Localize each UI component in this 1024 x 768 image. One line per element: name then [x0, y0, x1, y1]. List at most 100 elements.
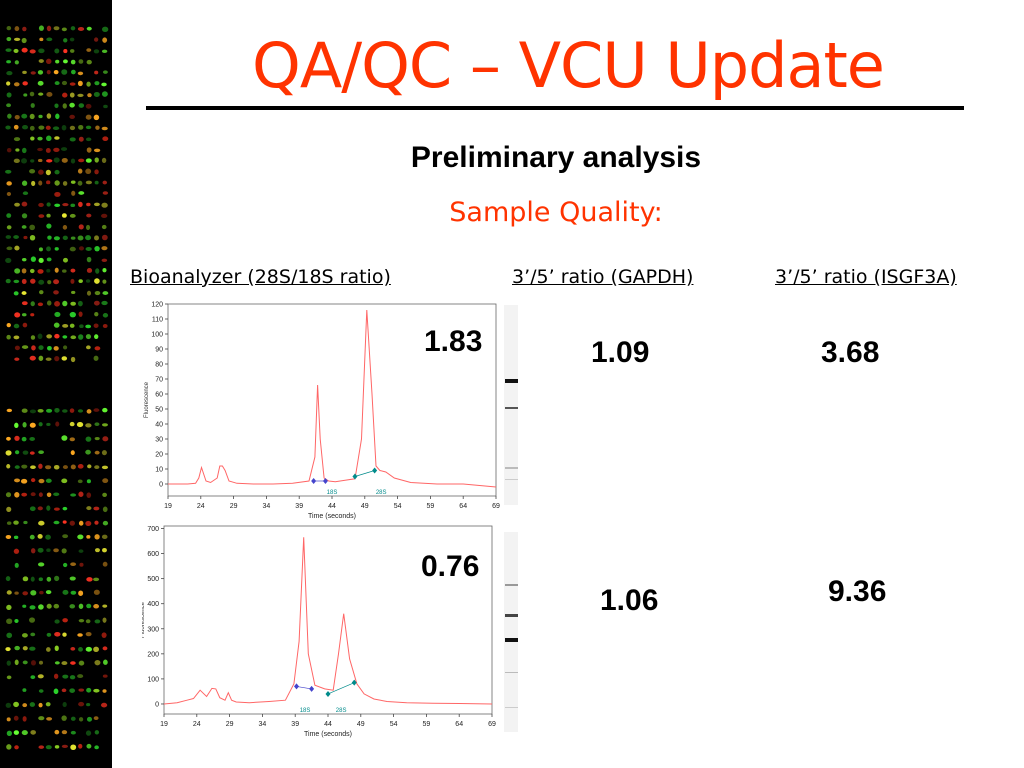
microarray-spot: [61, 688, 67, 693]
microarray-spot: [78, 520, 84, 526]
microarray-spot: [30, 335, 36, 340]
microarray-spot: [85, 423, 92, 428]
microarray-spot: [61, 124, 67, 131]
microarray-spot: [77, 235, 84, 241]
microarray-spot: [45, 647, 51, 652]
microarray-spot: [14, 659, 19, 666]
microarray-spot: [69, 421, 75, 427]
microarray-spot: [21, 47, 28, 53]
microarray-spot: [46, 603, 52, 609]
microarray-spot: [102, 689, 107, 693]
microarray-spot: [45, 534, 51, 540]
microarray-spot: [86, 603, 92, 609]
microarray-spot: [54, 631, 61, 637]
microarray-spot: [6, 717, 11, 722]
microarray-spot: [22, 576, 29, 582]
microarray-spot: [39, 590, 44, 595]
microarray-spot: [93, 716, 99, 721]
microarray-spot: [38, 202, 44, 207]
microarray-spot: [101, 91, 108, 97]
column-header-gapdh: 3’/5’ ratio (GAPDH): [512, 266, 694, 288]
microarray-spot: [38, 114, 43, 119]
microarray-spot: [45, 357, 52, 361]
microarray-spot: [86, 409, 92, 414]
microarray-spot: [93, 300, 100, 306]
microarray-spot: [54, 247, 59, 251]
microarray-spot: [77, 300, 83, 307]
microarray-spot: [101, 234, 108, 241]
microarray-spot: [85, 436, 92, 442]
microarray-spot: [102, 492, 107, 497]
microarray-spot: [61, 157, 68, 163]
microarray-spot: [55, 113, 60, 120]
microarray-spot: [30, 730, 36, 735]
microarray-spot: [21, 313, 27, 317]
microarray-spot: [6, 506, 12, 513]
microarray-spot: [101, 202, 108, 208]
microarray-spot: [37, 333, 43, 340]
microarray-spot: [6, 60, 11, 64]
microarray-spot: [38, 689, 44, 693]
microarray-spot: [93, 577, 100, 582]
microarray-spot: [78, 334, 84, 340]
microarray-spot: [47, 345, 52, 351]
microarray-spot: [62, 589, 69, 595]
microarray-spot: [14, 357, 20, 361]
microarray-spot: [62, 324, 69, 328]
y-tick-label: 50: [155, 407, 163, 414]
microarray-spot: [102, 180, 108, 185]
microarray-spot: [76, 421, 84, 428]
microarray-spot: [46, 135, 52, 142]
microarray-spot: [85, 279, 91, 283]
microarray-spot: [14, 435, 20, 441]
microarray-spot: [45, 745, 52, 750]
microarray-spot: [38, 25, 44, 31]
microarray-spot: [54, 203, 61, 207]
microarray-spot: [21, 633, 28, 638]
microarray-spot: [61, 548, 67, 554]
microarray-spot: [61, 27, 67, 32]
microarray-spot: [86, 577, 93, 582]
microarray-spot: [29, 224, 36, 231]
y-tick-label: 0: [155, 701, 159, 708]
microarray-spot: [70, 180, 76, 184]
microarray-spot: [37, 562, 45, 567]
microarray-spot: [13, 37, 21, 42]
microarray-spot: [37, 408, 44, 413]
microarray-spot: [69, 688, 76, 693]
microarray-spot: [69, 675, 76, 680]
microarray-spot: [78, 136, 84, 142]
microarray-spot: [13, 235, 19, 239]
microarray-spot: [38, 214, 45, 218]
microarray-spot: [86, 81, 91, 87]
y-tick-label: 60: [155, 392, 163, 399]
microarray-spot: [21, 213, 28, 219]
microarray-spot: [85, 247, 92, 251]
microarray-spot: [94, 169, 99, 175]
microarray-spot: [86, 535, 91, 539]
microarray-spot: [70, 493, 77, 497]
microarray-spot: [102, 436, 109, 442]
microarray-spot: [102, 520, 109, 526]
microarray-spot: [30, 256, 37, 262]
microarray-spot: [62, 92, 68, 98]
microarray-spot: [38, 745, 45, 749]
x-tick-label: 54: [394, 503, 402, 510]
microarray-spot: [93, 506, 100, 511]
microarray-spot: [21, 291, 27, 295]
microarray-spot: [38, 463, 43, 469]
microarray-spot: [95, 125, 100, 130]
microarray-spot: [94, 180, 99, 185]
microarray-spot: [62, 409, 68, 413]
microarray-spot: [6, 660, 11, 666]
microarray-spot: [86, 702, 91, 707]
slide-subtitle: Preliminary analysis: [410, 141, 702, 174]
microarray-spot: [69, 437, 75, 442]
microarray-spot: [70, 203, 76, 207]
microarray-spot: [69, 246, 76, 252]
microarray-spot: [37, 70, 44, 75]
microarray-spot: [85, 235, 92, 241]
microarray-spot: [102, 37, 108, 43]
microarray-spot: [62, 618, 68, 623]
microarray-spot: [93, 49, 100, 54]
